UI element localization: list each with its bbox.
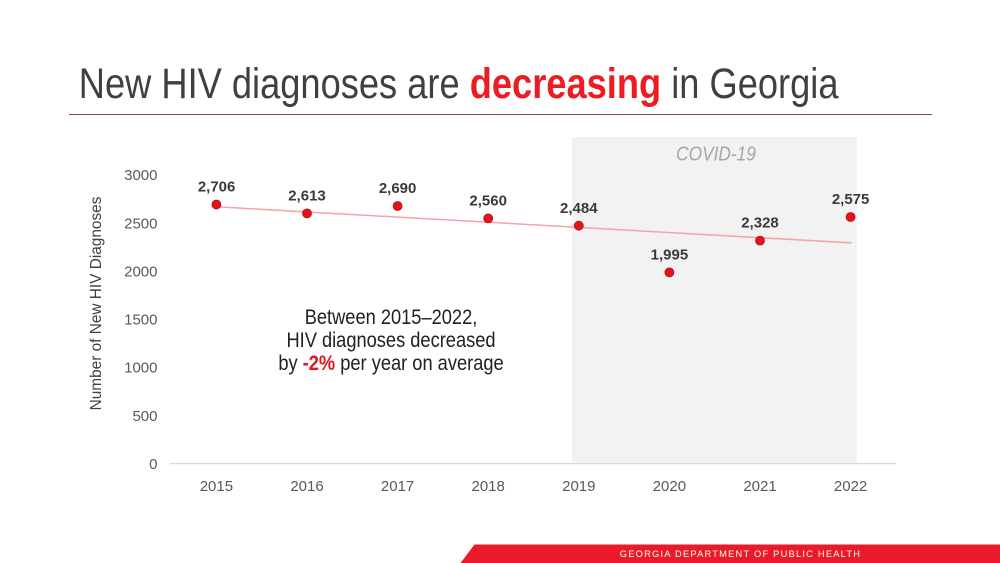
svg-text:2500: 2500 bbox=[124, 215, 157, 232]
svg-text:HIV diagnoses decreased: HIV diagnoses decreased bbox=[286, 329, 495, 352]
svg-text:2017: 2017 bbox=[381, 478, 414, 495]
svg-text:2021: 2021 bbox=[743, 478, 776, 495]
svg-text:2000: 2000 bbox=[124, 263, 157, 280]
svg-text:COVID-19: COVID-19 bbox=[676, 142, 756, 164]
svg-text:New HIV diagnoses are decreasi: New HIV diagnoses are decreasing in Geor… bbox=[79, 60, 839, 108]
svg-text:GEORGIA DEPARTMENT OF PUBLIC H: GEORGIA DEPARTMENT OF PUBLIC HEALTH bbox=[620, 549, 861, 559]
svg-text:by -2% per year on average: by -2% per year on average bbox=[278, 352, 503, 375]
svg-text:2020: 2020 bbox=[653, 478, 686, 495]
svg-text:2,560: 2,560 bbox=[469, 193, 507, 210]
svg-text:1000: 1000 bbox=[124, 360, 157, 377]
svg-text:2016: 2016 bbox=[290, 478, 323, 495]
svg-text:1500: 1500 bbox=[124, 312, 157, 329]
svg-text:2018: 2018 bbox=[472, 478, 505, 495]
svg-text:500: 500 bbox=[132, 408, 157, 425]
svg-text:2022: 2022 bbox=[834, 478, 867, 495]
svg-text:Number of New HIV Diagnoses: Number of New HIV Diagnoses bbox=[88, 196, 105, 410]
svg-text:2019: 2019 bbox=[562, 478, 595, 495]
svg-text:2,575: 2,575 bbox=[832, 191, 870, 208]
svg-text:3000: 3000 bbox=[124, 167, 157, 184]
svg-text:2,706: 2,706 bbox=[198, 179, 236, 196]
svg-text:2,328: 2,328 bbox=[741, 215, 779, 232]
svg-text:0: 0 bbox=[149, 456, 157, 473]
svg-text:2,690: 2,690 bbox=[379, 180, 417, 197]
svg-text:Between 2015–2022,: Between 2015–2022, bbox=[305, 306, 478, 329]
svg-text:2,484: 2,484 bbox=[560, 200, 598, 217]
svg-text:2,613: 2,613 bbox=[288, 187, 326, 204]
svg-text:1,995: 1,995 bbox=[651, 247, 689, 264]
svg-text:2015: 2015 bbox=[200, 478, 233, 495]
